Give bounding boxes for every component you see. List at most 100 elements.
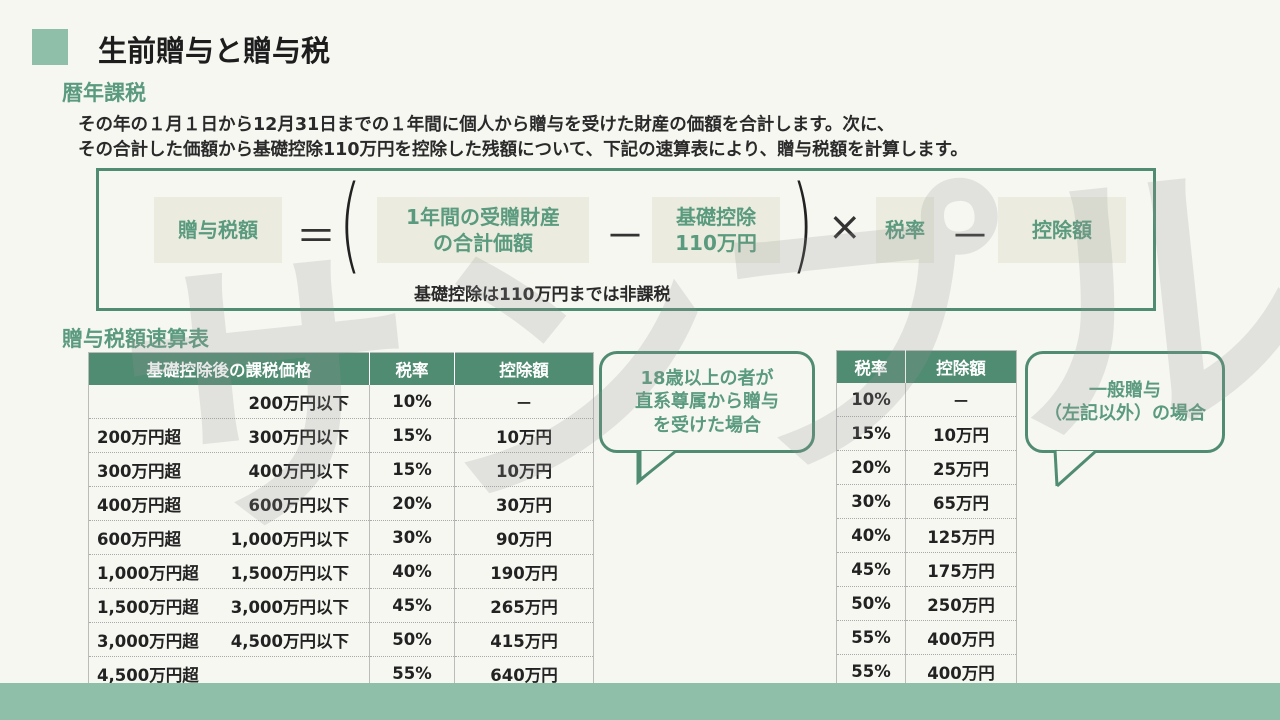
table-row: 55% 400万円 — [836, 620, 1017, 655]
formula-times: × — [828, 204, 862, 250]
price-to: 4,500万円以下 — [230, 631, 349, 651]
table-row: 1,000万円超 1,500万円以下 40% 190万円 — [88, 554, 594, 589]
price-to — [349, 662, 361, 686]
table-row: 40% 125万円 — [836, 518, 1017, 553]
cell-tax-rate: 15% — [369, 452, 455, 487]
price-to: 1,500万円以下 — [230, 563, 349, 583]
description-line-1: その年の１月１日から12月31日までの１年間に個人から贈与を受けた財産の価額を合… — [78, 115, 895, 135]
price-to: 200万円以下 — [248, 393, 349, 413]
formula-term2-line2: 110万円 — [675, 231, 757, 255]
cell-taxable-price: 1,000万円超 1,500万円以下 — [88, 554, 370, 589]
speech-bubble-lineal-ascendant: 18歳以上の者が 直系尊属から贈与 を受けた場合 — [599, 351, 815, 453]
formula-footnote: 基礎控除は110万円までは非課税 — [414, 285, 671, 305]
cell-tax-rate: 20% — [369, 486, 455, 521]
cell-taxable-price: 300万円超 400万円以下 — [88, 452, 370, 487]
table-row: 200万円以下 10% － — [88, 385, 594, 419]
page-title: 生前贈与と贈与税 — [98, 34, 331, 68]
table-row: 600万円超 1,000万円以下 30% 90万円 — [88, 520, 594, 555]
speech-bubble-tail-1-cover — [638, 449, 677, 482]
formula-total-gift-value: 1年間の受贈財産 の合計価額 — [377, 197, 589, 263]
cell-deduction: 30万円 — [454, 486, 594, 521]
bubble2-line2: （左記以外）の場合 — [1044, 403, 1206, 424]
table-row: 20% 25万円 — [836, 450, 1017, 485]
bubble1-line2: 直系尊属から贈与 — [635, 391, 779, 413]
cell-tax-rate: 50% — [836, 586, 906, 621]
cell-tax-rate: 40% — [836, 518, 906, 553]
table-header-row: 税率 控除額 — [836, 350, 1017, 383]
cell-deduction: 25万円 — [905, 450, 1017, 485]
cell-taxable-price: 200万円超 300万円以下 — [88, 418, 370, 453]
formula-term1-line2: の合計価額 — [433, 231, 533, 255]
bubble1-line1: 18歳以上の者が — [640, 367, 774, 389]
cell-taxable-price: 600万円超 1,000万円以下 — [88, 520, 370, 555]
quick-calc-table-general: 基礎控除後の課税価格 税率 控除額 200万円以下 10% － 200万円超 300万円… — [88, 352, 594, 691]
cell-taxable-price: 3,000万円超 4,500万円以下 — [88, 622, 370, 657]
cell-taxable-price: 400万円超 600万円以下 — [88, 486, 370, 521]
table-row: 30% 65万円 — [836, 484, 1017, 519]
cell-deduction: 65万円 — [905, 484, 1017, 519]
table-row: 200万円超 300万円以下 15% 10万円 — [88, 418, 594, 453]
cell-tax-rate: 55% — [836, 620, 906, 655]
cell-tax-rate: 15% — [836, 416, 906, 451]
table-row: 3,000万円超 4,500万円以下 50% 415万円 — [88, 622, 594, 657]
bubble1-line3: を受けた場合 — [653, 414, 761, 436]
table-row: 55% 400万円 — [836, 654, 1017, 689]
speech-bubble-general-gift: 一般贈与 （左記以外）の場合 — [1025, 351, 1225, 453]
table-row: 1,500万円超 3,000万円以下 45% 265万円 — [88, 588, 594, 623]
cell-deduction: 175万円 — [905, 552, 1017, 587]
header-deduction: 控除額 — [454, 352, 594, 385]
price-from: 1,000万円超 — [97, 563, 199, 583]
cell-deduction: 190万円 — [454, 554, 594, 589]
formula-term1-line1: 1年間の受贈財産 — [406, 205, 560, 229]
cell-deduction: 10万円 — [454, 452, 594, 487]
price-from: 4,500万円超 — [97, 665, 199, 685]
cell-deduction: 125万円 — [905, 518, 1017, 553]
cell-tax-rate: 30% — [836, 484, 906, 519]
formula-left-paren: ( — [339, 163, 362, 285]
cell-tax-rate: 10% — [369, 385, 455, 419]
cell-tax-rate: 10% — [836, 383, 906, 417]
table-row: 50% 250万円 — [836, 586, 1017, 621]
price-from: 1,500万円超 — [97, 597, 199, 617]
cell-tax-rate: 30% — [369, 520, 455, 555]
cell-tax-rate: 20% — [836, 450, 906, 485]
price-to: 300万円以下 — [248, 427, 349, 447]
cell-tax-rate: 50% — [369, 622, 455, 657]
cell-deduction: － — [905, 383, 1017, 417]
cell-deduction: 250万円 — [905, 586, 1017, 621]
cell-deduction: 90万円 — [454, 520, 594, 555]
cell-taxable-price: 200万円以下 — [88, 385, 370, 419]
table-row: 45% 175万円 — [836, 552, 1017, 587]
formula-right-paren: ) — [791, 163, 814, 285]
header-taxable-price: 基礎控除後の課税価格 — [88, 352, 370, 385]
quick-calc-table-special: 税率 控除額 10% － 15% 10万円 20% 25万円 30% 65万円 40% 125万円… — [836, 350, 1017, 689]
price-to: 3,000万円以下 — [230, 597, 349, 617]
price-from: 200万円超 — [97, 427, 181, 447]
section-heading-calendar-year: 暦年課税 — [62, 81, 146, 105]
cell-tax-rate: 40% — [369, 554, 455, 589]
description-line-2: その合計した価額から基礎控除110万円を控除した残額について、下記の速算表により… — [78, 140, 968, 160]
price-from: 300万円超 — [97, 461, 181, 481]
cell-deduction: － — [454, 385, 594, 419]
price-from: 400万円超 — [97, 495, 181, 515]
cell-tax-rate: 45% — [836, 552, 906, 587]
header-tax-rate: 税率 — [836, 350, 906, 383]
table-row: 10% － — [836, 383, 1017, 417]
table-row: 15% 10万円 — [836, 416, 1017, 451]
price-to: 1,000万円以下 — [230, 529, 349, 549]
formula-term2-line1: 基礎控除 — [676, 205, 756, 229]
table-header-row: 基礎控除後の課税価格 税率 控除額 — [88, 352, 594, 385]
formula-rate: 税率 — [876, 197, 934, 263]
cell-deduction: 265万円 — [454, 588, 594, 623]
cell-deduction: 400万円 — [905, 654, 1017, 689]
price-to: 400万円以下 — [248, 461, 349, 481]
formula-equals: ＝ — [296, 214, 336, 260]
cell-deduction: 10万円 — [905, 416, 1017, 451]
title-accent-square — [32, 29, 68, 65]
header-deduction: 控除額 — [905, 350, 1017, 383]
header-tax-rate: 税率 — [369, 352, 455, 385]
cell-tax-rate: 45% — [369, 588, 455, 623]
formula-deduction: 控除額 — [998, 197, 1126, 263]
cell-deduction: 415万円 — [454, 622, 594, 657]
cell-taxable-price: 1,500万円超 3,000万円以下 — [88, 588, 370, 623]
